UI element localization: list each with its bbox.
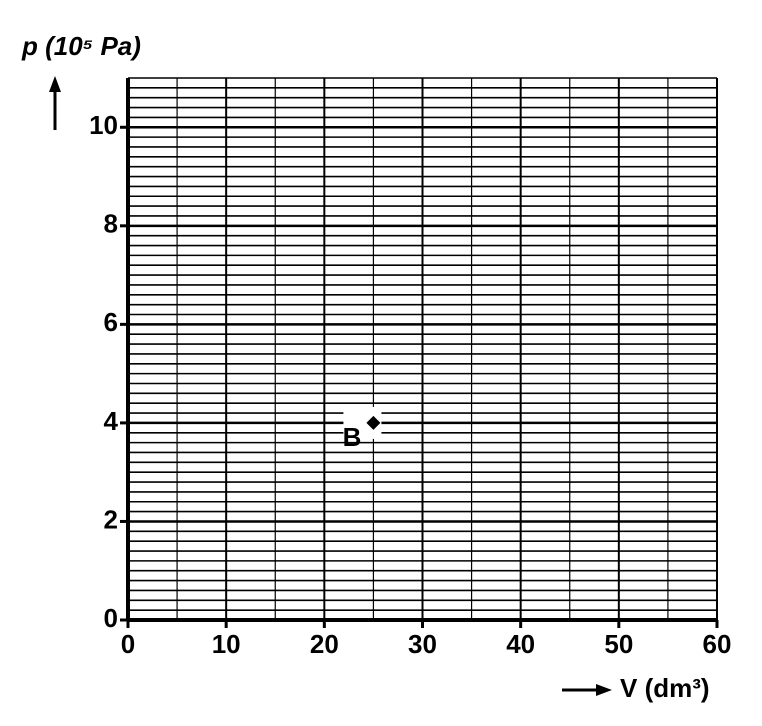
x-tick-label: 40 — [506, 629, 535, 659]
x-arrow — [562, 684, 612, 696]
y-tick-label: 2 — [104, 504, 118, 534]
x-axis-label: V (dm³) — [620, 673, 710, 703]
point-label: B — [343, 422, 362, 452]
x-tick-label: 20 — [310, 629, 339, 659]
x-tick-label: 0 — [121, 629, 135, 659]
y-axis-label: p (10⁵ Pa) — [21, 31, 141, 61]
y-tick-label: 4 — [104, 406, 119, 436]
y-tick-label: 10 — [89, 110, 118, 140]
y-tick-label: 6 — [104, 307, 118, 337]
x-tick-label: 30 — [408, 629, 437, 659]
x-tick-label: 60 — [703, 629, 732, 659]
x-tick-label: 10 — [212, 629, 241, 659]
y-tick-label: 8 — [104, 209, 118, 239]
y-tick-label: 0 — [104, 603, 118, 633]
y-arrow — [49, 76, 61, 130]
x-tick-label: 50 — [604, 629, 633, 659]
point — [366, 415, 381, 430]
